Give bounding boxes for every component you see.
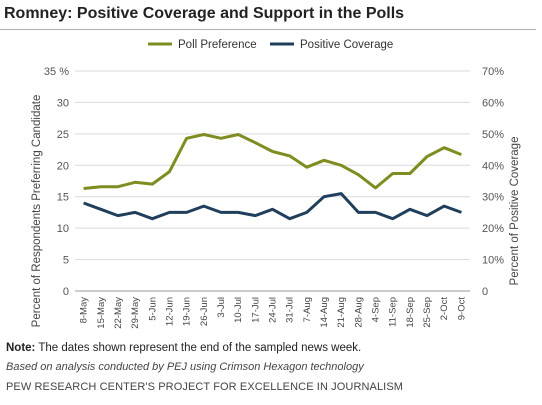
x-tick-label: 31-Jul: [285, 297, 296, 323]
right-tick-label: 60%: [482, 97, 504, 109]
x-tick-label: 4-Sep: [371, 297, 382, 322]
x-tick-label: 14-Aug: [319, 297, 330, 328]
x-tick-label: 29-May: [130, 297, 141, 329]
left-tick-label: 0: [63, 286, 69, 298]
x-tick-label: 19-Jun: [182, 297, 193, 326]
x-tick-label: 18-Sep: [405, 297, 416, 328]
x-tick-label: 2-Oct: [439, 297, 450, 321]
x-tick-label: 5-Jun: [147, 297, 158, 321]
left-tick-label: 10: [57, 223, 69, 235]
right-tick-label: 10%: [482, 255, 504, 267]
legend-label: Positive Coverage: [300, 39, 393, 51]
title-divider: [0, 29, 536, 30]
x-tick-label: 12-Jun: [164, 297, 175, 326]
x-tick-label: 7-Aug: [302, 297, 313, 322]
left-tick-label: 25: [57, 129, 69, 141]
x-tick-label: 22-May: [113, 297, 124, 329]
x-tick-label: 28-Aug: [353, 297, 364, 328]
series-line: [83, 133, 462, 190]
right-tick-label: 0: [482, 286, 488, 298]
right-tick-label: 30%: [482, 192, 504, 204]
x-tick-label: 26-Jun: [199, 297, 210, 326]
x-tick-label: 11-Sep: [388, 297, 399, 327]
title-block: Romney: Positive Coverage and Support in…: [0, 0, 542, 30]
right-tick-label: 70%: [482, 66, 504, 78]
note-text: The dates shown represent the end of the…: [35, 342, 362, 354]
x-axis-ticks: 8-May 15-May 22-May 29-May 5-Jun 12-Jun 19-Jun…: [79, 297, 468, 329]
left-tick-label: 30: [57, 97, 69, 109]
left-tick-label: 35 %: [44, 66, 69, 78]
x-tick-label: 9-Oct: [456, 297, 467, 321]
x-tick-label: 8-May: [79, 297, 90, 324]
axis-labels: Percent of Respondents Preferring Candid…: [31, 95, 521, 328]
right-tick-label: 40%: [482, 160, 504, 172]
series-lines: [83, 133, 462, 221]
legend: Poll Preference Positive Coverage: [148, 39, 393, 51]
series-line: [83, 192, 462, 221]
left-tick-label: 20: [57, 160, 69, 172]
x-tick-label: 3-Jul: [216, 297, 227, 318]
source-line: Based on analysis conducted by PEJ using…: [6, 361, 364, 373]
note-label: Note:: [6, 342, 36, 354]
right-tick-label: 20%: [482, 223, 504, 235]
right-axis-ticks: 0 10% 20% 30% 40% 50% 60% 70%: [482, 66, 504, 298]
x-tick-label: 10-Jul: [233, 297, 244, 323]
y-axis-label-left: Percent of Respondents Preferring Candid…: [31, 95, 43, 328]
right-tick-label: 50%: [482, 129, 504, 141]
y-axis-label-right: Percent of Positive Coverage: [509, 137, 521, 286]
legend-label: Poll Preference: [178, 39, 257, 51]
left-axis-ticks: 0 5 10 15 20 25 30 35 %: [44, 66, 69, 298]
chart-title: Romney: Positive Coverage and Support in…: [4, 5, 405, 22]
x-tick-label: 25-Sep: [422, 297, 433, 328]
x-tick-label: 21-Aug: [336, 297, 347, 328]
credit-line: PEW RESEARCH CENTER'S PROJECT FOR EXCELL…: [6, 381, 404, 393]
left-tick-label: 15: [57, 192, 69, 204]
x-tick-label: 17-Jul: [250, 297, 261, 323]
x-tick-label: 15-May: [96, 297, 107, 329]
x-tick-label: 24-Jul: [268, 297, 279, 323]
gridlines: [75, 70, 470, 292]
left-tick-label: 5: [63, 255, 69, 267]
note: Note: The dates shown represent the end …: [6, 342, 361, 354]
